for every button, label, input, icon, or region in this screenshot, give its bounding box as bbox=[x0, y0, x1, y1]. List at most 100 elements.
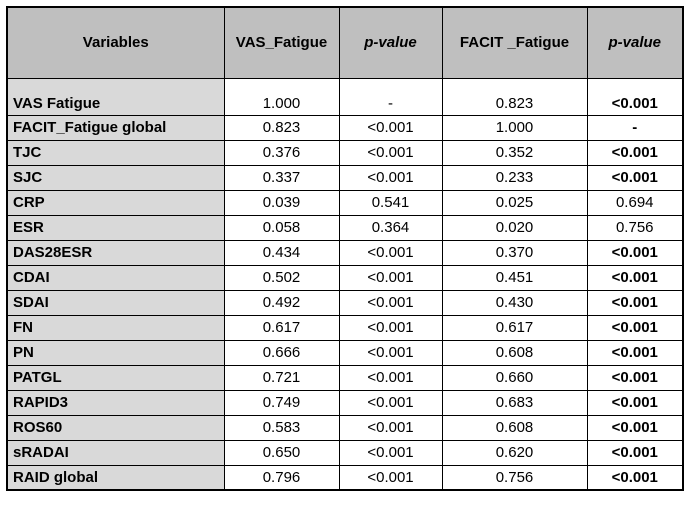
vas-p-value-cell: <0.001 bbox=[338, 339, 443, 366]
vas-correlation-cell: 0.617 bbox=[223, 314, 340, 341]
facit-correlation-cell: 0.025 bbox=[441, 189, 588, 216]
table-row: CDAI 0.502 <0.001 0.451 <0.001 bbox=[6, 264, 684, 291]
facit-p-value-cell: <0.001 bbox=[586, 439, 684, 466]
vas-correlation-cell: 0.376 bbox=[223, 139, 340, 166]
vas-p-value-cell: <0.001 bbox=[338, 139, 443, 166]
variable-label-cell: RAID global bbox=[6, 464, 225, 491]
vas-correlation-cell: 0.796 bbox=[223, 464, 340, 491]
vas-correlation-cell: 0.583 bbox=[223, 414, 340, 441]
facit-correlation-cell: 0.608 bbox=[441, 339, 588, 366]
variable-label-cell: ESR bbox=[6, 214, 225, 241]
facit-correlation-cell: 0.430 bbox=[441, 289, 588, 316]
facit-p-value-cell: 0.756 bbox=[586, 214, 684, 241]
column-header-facit-fatigue: FACIT _Fatigue bbox=[441, 6, 588, 79]
vas-correlation-cell: 0.434 bbox=[223, 239, 340, 266]
table-row: VAS Fatigue 1.000 - 0.823 <0.001 bbox=[6, 77, 684, 116]
facit-p-value-cell: <0.001 bbox=[586, 77, 684, 116]
vas-correlation-cell: 1.000 bbox=[223, 77, 340, 116]
facit-p-value-cell: <0.001 bbox=[586, 414, 684, 441]
facit-p-value-cell: <0.001 bbox=[586, 314, 684, 341]
vas-correlation-cell: 0.337 bbox=[223, 164, 340, 191]
facit-p-value-cell: <0.001 bbox=[586, 339, 684, 366]
facit-p-value-cell: <0.001 bbox=[586, 164, 684, 191]
variable-label-cell: sRADAI bbox=[6, 439, 225, 466]
facit-p-value-cell: <0.001 bbox=[586, 139, 684, 166]
vas-correlation-cell: 0.749 bbox=[223, 389, 340, 416]
variable-label-cell: FACIT_Fatigue global bbox=[6, 114, 225, 141]
table-row: sRADAI 0.650 <0.001 0.620 <0.001 bbox=[6, 439, 684, 466]
facit-correlation-cell: 0.660 bbox=[441, 364, 588, 391]
table-row: RAPID3 0.749 <0.001 0.683 <0.001 bbox=[6, 389, 684, 416]
facit-p-value-cell: 0.694 bbox=[586, 189, 684, 216]
vas-p-value-cell: 0.364 bbox=[338, 214, 443, 241]
facit-p-value-cell: <0.001 bbox=[586, 239, 684, 266]
table-row: DAS28ESR 0.434 <0.001 0.370 <0.001 bbox=[6, 239, 684, 266]
vas-p-value-cell: <0.001 bbox=[338, 239, 443, 266]
vas-p-value-cell: <0.001 bbox=[338, 414, 443, 441]
table-row: FACIT_Fatigue global 0.823 <0.001 1.000 … bbox=[6, 114, 684, 141]
facit-p-value-cell: <0.001 bbox=[586, 289, 684, 316]
vas-correlation-cell: 0.039 bbox=[223, 189, 340, 216]
vas-p-value-cell: <0.001 bbox=[338, 439, 443, 466]
vas-p-value-cell: <0.001 bbox=[338, 314, 443, 341]
facit-correlation-cell: 0.756 bbox=[441, 464, 588, 491]
vas-correlation-cell: 0.721 bbox=[223, 364, 340, 391]
variable-label-cell: PN bbox=[6, 339, 225, 366]
table-row: CRP 0.039 0.541 0.025 0.694 bbox=[6, 189, 684, 216]
facit-correlation-cell: 0.683 bbox=[441, 389, 588, 416]
table-row: FN 0.617 <0.001 0.617 <0.001 bbox=[6, 314, 684, 341]
vas-p-value-cell: 0.541 bbox=[338, 189, 443, 216]
header-row: Variables VAS_Fatigue p-value FACIT _Fat… bbox=[6, 6, 684, 79]
vas-correlation-cell: 0.492 bbox=[223, 289, 340, 316]
variable-label-cell: PATGL bbox=[6, 364, 225, 391]
facit-p-value-cell: <0.001 bbox=[586, 464, 684, 491]
table-row: PATGL 0.721 <0.001 0.660 <0.001 bbox=[6, 364, 684, 391]
facit-p-value-cell: <0.001 bbox=[586, 264, 684, 291]
column-header-variables: Variables bbox=[6, 6, 225, 79]
facit-correlation-cell: 0.617 bbox=[441, 314, 588, 341]
table-row: TJC 0.376 <0.001 0.352 <0.001 bbox=[6, 139, 684, 166]
facit-p-value-cell: - bbox=[586, 114, 684, 141]
vas-p-value-cell: <0.001 bbox=[338, 164, 443, 191]
facit-correlation-cell: 0.020 bbox=[441, 214, 588, 241]
table-row: ROS60 0.583 <0.001 0.608 <0.001 bbox=[6, 414, 684, 441]
variable-label-cell: CDAI bbox=[6, 264, 225, 291]
variable-label-cell: CRP bbox=[6, 189, 225, 216]
vas-p-value-cell: <0.001 bbox=[338, 389, 443, 416]
vas-p-value-cell: <0.001 bbox=[338, 264, 443, 291]
variable-label-cell: SDAI bbox=[6, 289, 225, 316]
variable-label-cell: TJC bbox=[6, 139, 225, 166]
vas-correlation-cell: 0.650 bbox=[223, 439, 340, 466]
column-header-vas-fatigue: VAS_Fatigue bbox=[223, 6, 340, 79]
table-row: RAID global 0.796 <0.001 0.756 <0.001 bbox=[6, 464, 684, 491]
vas-correlation-cell: 0.502 bbox=[223, 264, 340, 291]
vas-p-value-cell: <0.001 bbox=[338, 364, 443, 391]
facit-correlation-cell: 0.451 bbox=[441, 264, 588, 291]
vas-p-value-cell: <0.001 bbox=[338, 289, 443, 316]
vas-p-value-cell: - bbox=[338, 77, 443, 116]
vas-correlation-cell: 0.058 bbox=[223, 214, 340, 241]
facit-correlation-cell: 0.620 bbox=[441, 439, 588, 466]
facit-p-value-cell: <0.001 bbox=[586, 364, 684, 391]
variable-label-cell: FN bbox=[6, 314, 225, 341]
vas-correlation-cell: 0.666 bbox=[223, 339, 340, 366]
column-header-p-value-facit: p-value bbox=[586, 6, 684, 79]
facit-p-value-cell: <0.001 bbox=[586, 389, 684, 416]
column-header-p-value-vas: p-value bbox=[338, 6, 443, 79]
table-body: VAS Fatigue 1.000 - 0.823 <0.001 FACIT_F… bbox=[6, 77, 684, 491]
facit-correlation-cell: 0.608 bbox=[441, 414, 588, 441]
facit-correlation-cell: 0.823 bbox=[441, 77, 588, 116]
variable-label-cell: RAPID3 bbox=[6, 389, 225, 416]
facit-correlation-cell: 1.000 bbox=[441, 114, 588, 141]
variable-label-cell: SJC bbox=[6, 164, 225, 191]
table-row: SJC 0.337 <0.001 0.233 <0.001 bbox=[6, 164, 684, 191]
variable-label-cell: VAS Fatigue bbox=[6, 77, 225, 116]
variable-label-cell: ROS60 bbox=[6, 414, 225, 441]
vas-p-value-cell: <0.001 bbox=[338, 114, 443, 141]
table-row: PN 0.666 <0.001 0.608 <0.001 bbox=[6, 339, 684, 366]
facit-correlation-cell: 0.352 bbox=[441, 139, 588, 166]
variable-label-cell: DAS28ESR bbox=[6, 239, 225, 266]
table-row: ESR 0.058 0.364 0.020 0.756 bbox=[6, 214, 684, 241]
facit-correlation-cell: 0.233 bbox=[441, 164, 588, 191]
correlation-table: Variables VAS_Fatigue p-value FACIT _Fat… bbox=[6, 6, 684, 491]
